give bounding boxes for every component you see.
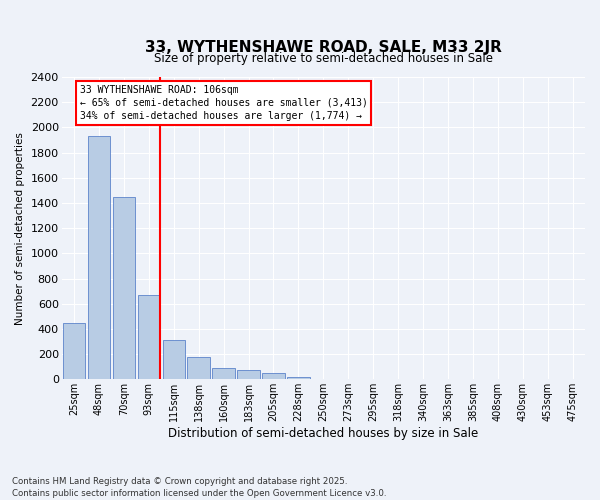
Bar <box>287 378 310 380</box>
Bar <box>137 295 160 380</box>
Bar <box>187 356 210 380</box>
Text: 33 WYTHENSHAWE ROAD: 106sqm
← 65% of semi-detached houses are smaller (3,413)
34: 33 WYTHENSHAWE ROAD: 106sqm ← 65% of sem… <box>80 84 367 121</box>
Bar <box>113 196 135 380</box>
Bar <box>312 378 335 380</box>
Bar <box>63 322 85 380</box>
Y-axis label: Number of semi-detached properties: Number of semi-detached properties <box>15 132 25 324</box>
Title: 33, WYTHENSHAWE ROAD, SALE, M33 2JR: 33, WYTHENSHAWE ROAD, SALE, M33 2JR <box>145 40 502 55</box>
Bar <box>212 368 235 380</box>
Bar <box>238 370 260 380</box>
Bar <box>88 136 110 380</box>
Bar <box>262 373 284 380</box>
X-axis label: Distribution of semi-detached houses by size in Sale: Distribution of semi-detached houses by … <box>168 427 478 440</box>
Bar <box>163 340 185 380</box>
Text: Size of property relative to semi-detached houses in Sale: Size of property relative to semi-detach… <box>154 52 493 65</box>
Text: Contains HM Land Registry data © Crown copyright and database right 2025.
Contai: Contains HM Land Registry data © Crown c… <box>12 476 386 498</box>
